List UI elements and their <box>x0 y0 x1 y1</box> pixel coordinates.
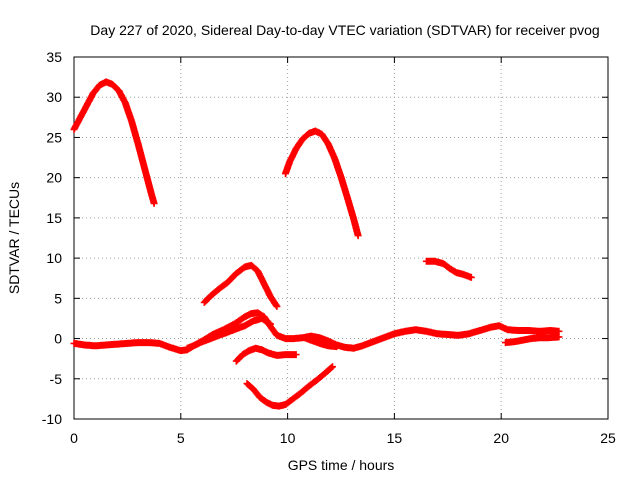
x-tick-label: 0 <box>70 430 78 446</box>
x-tick-label: 25 <box>600 430 616 446</box>
y-tick-label: -10 <box>42 411 62 427</box>
series-arc-5 <box>232 344 300 365</box>
x-tick-label: 5 <box>177 430 185 446</box>
y-tick-label: 35 <box>46 49 62 65</box>
series-arc-4 <box>422 257 475 281</box>
y-axis-label: SDTVAR / TECUs <box>6 182 22 294</box>
plot-frame <box>73 56 609 420</box>
series-arc-8 <box>183 314 274 352</box>
series-marks <box>183 314 274 352</box>
y-tick-label: 30 <box>46 89 62 105</box>
series-arc-6 <box>243 363 336 410</box>
y-tick-label: -5 <box>50 371 63 387</box>
x-tick-label: 10 <box>280 430 296 446</box>
y-tick-label: 0 <box>54 331 62 347</box>
series-marks <box>243 363 336 410</box>
data-points <box>70 78 563 410</box>
series-arc-9 <box>301 334 341 351</box>
grid-lines <box>74 57 608 419</box>
y-tick-label: 5 <box>54 290 62 306</box>
series-marks <box>422 257 475 281</box>
y-tick-label: 20 <box>46 170 62 186</box>
chart-title: Day 227 of 2020, Sidereal Day-to-day VTE… <box>90 22 599 38</box>
x-axis-label: GPS time / hours <box>288 457 395 473</box>
series-marks <box>70 78 158 207</box>
series-arc-7 <box>70 309 563 355</box>
series-arc-3 <box>200 261 281 310</box>
series-marks <box>200 261 281 310</box>
x-tick-label: 20 <box>493 430 509 446</box>
series-arc-2 <box>282 127 362 240</box>
series-arc-1 <box>70 78 158 207</box>
axis-ticks <box>73 56 609 420</box>
y-tick-label: 25 <box>46 129 62 145</box>
x-tick-label: 15 <box>387 430 403 446</box>
series-marks <box>282 127 362 240</box>
y-tick-label: 10 <box>46 250 62 266</box>
tick-labels: 0 5 10 15 20 25 -10 -5 0 5 10 15 20 25 30 35 <box>42 49 616 446</box>
series-marks <box>301 334 341 351</box>
series-arc-10 <box>502 333 563 347</box>
series-marks <box>232 344 300 365</box>
series-marks <box>502 333 563 347</box>
series-marks <box>70 309 563 355</box>
y-tick-label: 15 <box>46 210 62 226</box>
